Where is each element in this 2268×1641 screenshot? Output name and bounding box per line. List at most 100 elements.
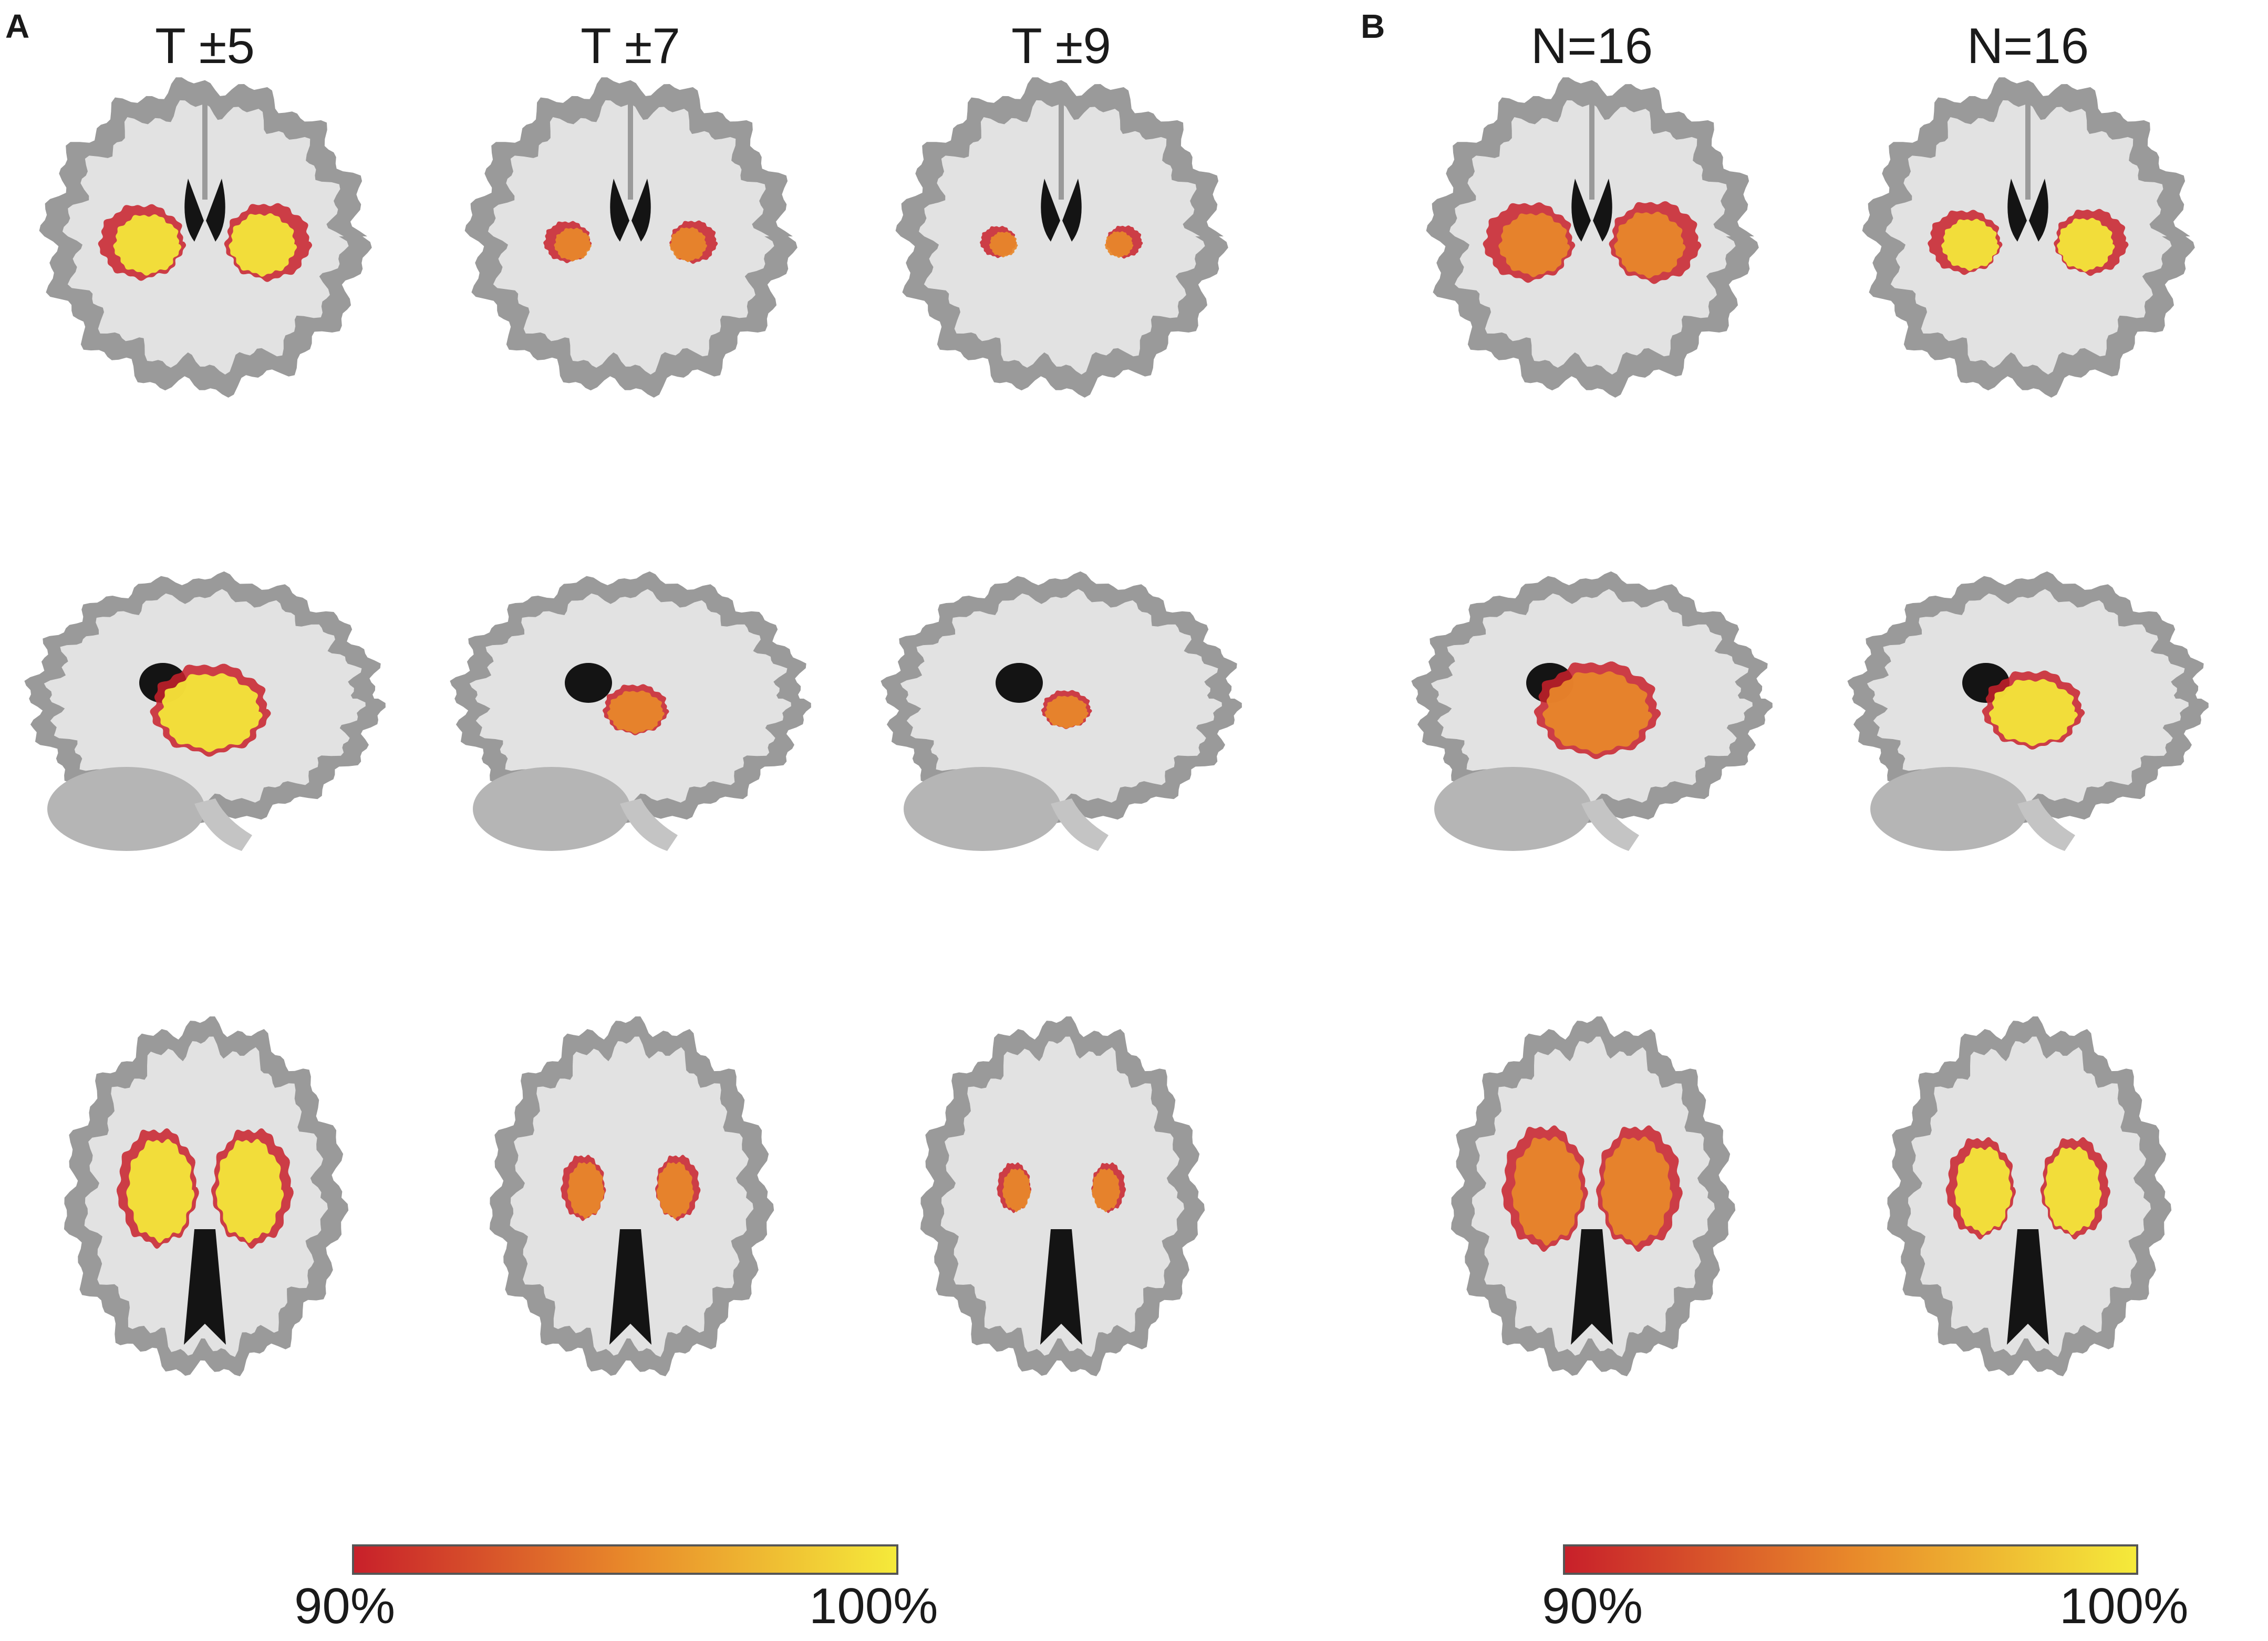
panel-b-letter: B	[1361, 7, 1385, 45]
brain-sagittal-image	[1411, 571, 1773, 851]
brain-slice-sagittal	[1408, 536, 1776, 903]
brain-axial-image	[920, 1016, 1205, 1376]
overlay-right	[229, 213, 297, 277]
brainstem	[620, 798, 678, 851]
lateral-ventricles	[2007, 179, 2048, 242]
overlay-right	[1091, 1168, 1121, 1212]
brain-slice-axial	[447, 1009, 814, 1376]
brain-slice-sagittal	[447, 536, 814, 903]
brainstem	[194, 798, 252, 851]
panel-b-colorbar-min-label: 90%	[1542, 1578, 1643, 1634]
white-matter	[84, 1036, 328, 1357]
overlay-left	[1954, 1146, 2013, 1235]
lateral-ventricles	[610, 179, 651, 242]
brain-coronal-image	[1426, 77, 1759, 398]
overlay-right	[1601, 1136, 1673, 1246]
brain-axial-image	[1451, 1016, 1736, 1376]
overlay-striatum	[158, 673, 263, 752]
panel-b-colorbar	[1563, 1544, 2138, 1575]
overlay-right	[2057, 217, 2115, 272]
cerebellum	[904, 767, 1061, 851]
posterior-ventricles	[184, 1229, 226, 1345]
brain-slice-axial	[877, 1009, 1245, 1376]
white-matter	[488, 100, 774, 375]
white-matter	[940, 1036, 1185, 1357]
posterior-ventricles	[2007, 1229, 2049, 1345]
brain-slice-coronal	[1844, 63, 2212, 431]
brain-coronal-image	[1862, 77, 2195, 398]
brainstem	[1581, 798, 1639, 851]
white-matter	[1885, 100, 2172, 375]
lateral-ventricle	[996, 663, 1043, 703]
white-matter	[62, 100, 349, 375]
overlay-left	[1002, 1168, 1031, 1212]
panel-a-colorbar-min-label: 90%	[294, 1578, 396, 1634]
brain-slice-axial	[21, 1009, 389, 1376]
brain-sagittal-image	[881, 571, 1242, 851]
brain-axial-image	[489, 1016, 774, 1376]
overlay-striatum	[1044, 695, 1089, 729]
overlay-right	[215, 1139, 284, 1243]
column-title-a3: T ±9	[1011, 18, 1111, 74]
column-title-a1: T ±5	[155, 18, 255, 74]
brain-coronal-image	[895, 77, 1228, 398]
brain-sagittal-image	[24, 571, 386, 851]
posterior-ventricles	[609, 1229, 651, 1345]
overlay-left	[1511, 1136, 1583, 1246]
overlay-right	[2044, 1146, 2102, 1235]
brain-slice-axial	[1408, 1009, 1776, 1376]
brain-sagittal-image	[1847, 571, 2209, 851]
brain-axial-image	[1887, 1016, 2172, 1376]
overlay-left	[554, 227, 592, 262]
brain-slice-coronal	[1408, 63, 1776, 431]
brainstem	[2017, 798, 2075, 851]
overlay-left	[113, 214, 182, 276]
panel-a-letter: A	[5, 7, 30, 45]
cerebellum	[1870, 767, 2028, 851]
white-matter	[918, 100, 1205, 375]
lateral-ventricle	[565, 663, 612, 703]
white-matter	[1449, 100, 1736, 375]
overlay-left	[126, 1139, 195, 1243]
panel-a-colorbar	[352, 1544, 898, 1575]
panel-a-colorbar-max-label: 100%	[809, 1578, 938, 1634]
overlay-striatum	[607, 690, 665, 734]
panel-b-colorbar-max-label: 100%	[2059, 1578, 2189, 1634]
brain-slice-sagittal	[21, 536, 389, 903]
brain-slice-coronal	[447, 63, 814, 431]
brain-slice-coronal	[21, 63, 389, 431]
overlay-right	[669, 227, 707, 262]
brain-axial-image	[64, 1016, 349, 1376]
white-matter	[1471, 1036, 1715, 1357]
lateral-ventricles	[1041, 179, 1082, 242]
white-matter	[1907, 1036, 2151, 1357]
brain-slice-sagittal	[877, 536, 1245, 903]
overlay-striatum	[1542, 671, 1652, 754]
brain-sagittal-image	[450, 571, 811, 851]
brain-coronal-image	[39, 77, 372, 398]
cerebellum	[47, 767, 205, 851]
brain-slice-coronal	[877, 63, 1245, 431]
column-title-b2: N=16	[1966, 18, 2089, 74]
posterior-ventricles	[1040, 1229, 1082, 1345]
lateral-ventricles	[1571, 179, 1612, 242]
overlay-left	[1941, 219, 2000, 271]
cerebellum	[473, 767, 630, 851]
brain-slice-axial	[1844, 1009, 2212, 1376]
overlay-right	[1614, 212, 1686, 278]
column-title-b1: N=16	[1530, 18, 1653, 74]
cerebellum	[1434, 767, 1592, 851]
column-title-a2: T ±7	[581, 18, 680, 74]
brain-coronal-image	[464, 77, 798, 398]
overlay-right	[656, 1161, 694, 1219]
brain-slice-sagittal	[1844, 536, 2212, 903]
overlay-right	[1104, 231, 1134, 258]
brainstem	[1051, 798, 1109, 851]
lateral-ventricles	[184, 179, 225, 242]
overlay-left	[567, 1161, 605, 1219]
posterior-ventricles	[1571, 1229, 1613, 1345]
white-matter	[510, 1036, 754, 1357]
overlay-left	[989, 232, 1018, 257]
overlay-left	[1498, 213, 1570, 277]
overlay-striatum	[1989, 679, 2078, 746]
